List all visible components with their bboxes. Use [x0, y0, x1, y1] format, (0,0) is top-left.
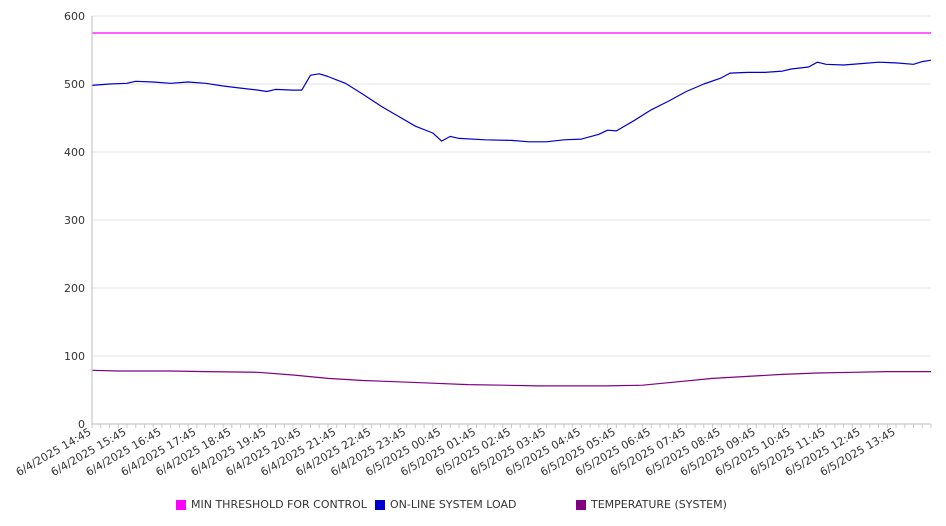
series-layer: [91, 32, 932, 387]
y-tick-label: 300: [64, 214, 85, 227]
legend-swatch-system-load: [375, 499, 385, 510]
y-tick-label: 600: [64, 10, 85, 23]
legend-swatch-temperature: [576, 499, 586, 510]
y-tick-label: 0: [78, 418, 85, 431]
y-tick-label: 100: [64, 350, 85, 363]
legend-label-min-threshold: MIN THRESHOLD FOR CONTROL: [191, 498, 367, 511]
legend-swatch-min-threshold: [176, 499, 186, 510]
grid-layer: [92, 15, 931, 357]
legend-label-temperature: TEMPERATURE (SYSTEM): [591, 498, 727, 511]
legend-item-min-threshold[interactable]: MIN THRESHOLD FOR CONTROL: [176, 498, 367, 511]
y-tick-label: 500: [64, 78, 85, 91]
legend: MIN THRESHOLD FOR CONTROL ON-LINE SYSTEM…: [0, 498, 946, 514]
series-line-2: [91, 369, 931, 387]
series-line-1: [91, 59, 932, 143]
y-tick-label: 400: [64, 146, 85, 159]
legend-item-temperature[interactable]: TEMPERATURE (SYSTEM): [576, 498, 727, 511]
y-tick-label: 200: [64, 282, 85, 295]
legend-item-system-load[interactable]: ON-LINE SYSTEM LOAD: [375, 498, 516, 511]
legend-label-system-load: ON-LINE SYSTEM LOAD: [390, 498, 517, 511]
